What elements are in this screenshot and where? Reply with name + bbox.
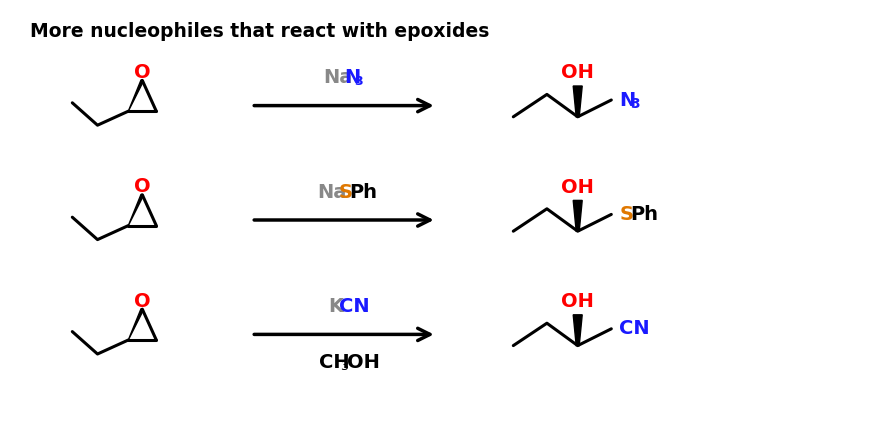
- Text: 3: 3: [355, 75, 363, 88]
- Text: Na: Na: [323, 68, 352, 87]
- Text: S: S: [619, 205, 633, 224]
- Text: Ph: Ph: [631, 205, 658, 224]
- Text: O: O: [134, 292, 151, 311]
- Polygon shape: [573, 315, 582, 345]
- Text: N: N: [619, 91, 636, 110]
- Text: More nucleophiles that react with epoxides: More nucleophiles that react with epoxid…: [30, 22, 490, 41]
- Text: OH: OH: [561, 178, 594, 197]
- Text: N: N: [344, 68, 360, 87]
- Text: O: O: [134, 63, 151, 82]
- Text: CN: CN: [339, 297, 370, 316]
- Text: CN: CN: [619, 319, 650, 338]
- Polygon shape: [128, 308, 144, 340]
- Polygon shape: [128, 80, 144, 111]
- Text: K: K: [328, 297, 343, 316]
- Text: O: O: [134, 177, 151, 196]
- Polygon shape: [128, 194, 144, 226]
- Text: OH: OH: [561, 292, 594, 311]
- Text: S: S: [339, 183, 353, 202]
- Text: 3: 3: [340, 360, 348, 373]
- Text: OH: OH: [348, 353, 380, 372]
- Text: Ph: Ph: [349, 183, 377, 202]
- Text: OH: OH: [561, 63, 594, 82]
- Polygon shape: [573, 86, 582, 117]
- Polygon shape: [573, 200, 582, 231]
- Text: Na: Na: [318, 183, 348, 202]
- Text: CH: CH: [319, 353, 350, 372]
- Text: 3: 3: [631, 97, 640, 111]
